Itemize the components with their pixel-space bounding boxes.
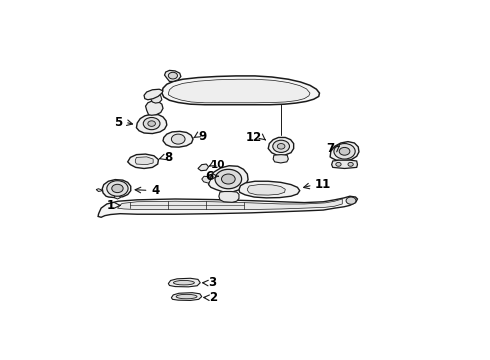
Polygon shape [165, 70, 181, 81]
Text: 1: 1 [106, 199, 115, 212]
Circle shape [169, 72, 177, 79]
Polygon shape [102, 180, 131, 198]
Polygon shape [209, 166, 248, 192]
Polygon shape [136, 114, 167, 134]
Circle shape [348, 162, 353, 166]
Circle shape [112, 184, 123, 193]
Polygon shape [163, 131, 193, 147]
Circle shape [339, 148, 350, 155]
Circle shape [215, 169, 242, 189]
Polygon shape [330, 141, 359, 161]
Polygon shape [146, 101, 163, 115]
Polygon shape [169, 278, 200, 287]
Circle shape [148, 121, 155, 126]
Polygon shape [239, 181, 300, 198]
Text: 12: 12 [245, 131, 262, 144]
Polygon shape [96, 189, 102, 192]
Circle shape [172, 134, 185, 144]
Polygon shape [135, 157, 153, 165]
Polygon shape [273, 155, 288, 163]
Polygon shape [98, 196, 358, 217]
Polygon shape [128, 154, 158, 168]
Polygon shape [172, 293, 202, 301]
Text: 3: 3 [209, 276, 217, 289]
Ellipse shape [176, 294, 197, 299]
Text: 8: 8 [165, 151, 173, 164]
Text: 11: 11 [315, 178, 331, 191]
Circle shape [107, 181, 128, 196]
Circle shape [334, 144, 355, 159]
Circle shape [336, 162, 341, 166]
Polygon shape [118, 199, 342, 210]
Text: 9: 9 [198, 130, 206, 143]
Polygon shape [115, 195, 121, 199]
Polygon shape [332, 160, 358, 168]
Polygon shape [219, 192, 239, 202]
Text: 10: 10 [211, 160, 226, 170]
Polygon shape [144, 89, 163, 100]
Circle shape [221, 174, 235, 184]
Polygon shape [202, 176, 211, 183]
Polygon shape [150, 94, 162, 103]
Text: 2: 2 [209, 291, 218, 304]
Polygon shape [198, 164, 209, 171]
Polygon shape [268, 138, 294, 155]
Circle shape [346, 197, 356, 204]
Text: 4: 4 [151, 184, 160, 197]
Polygon shape [247, 185, 285, 195]
Circle shape [143, 117, 160, 130]
Circle shape [273, 140, 290, 152]
Text: 7: 7 [326, 142, 335, 155]
Text: 6: 6 [205, 170, 213, 183]
Text: 5: 5 [114, 116, 122, 129]
Circle shape [277, 144, 285, 149]
Polygon shape [169, 79, 310, 103]
Ellipse shape [173, 280, 195, 285]
Polygon shape [162, 76, 319, 105]
